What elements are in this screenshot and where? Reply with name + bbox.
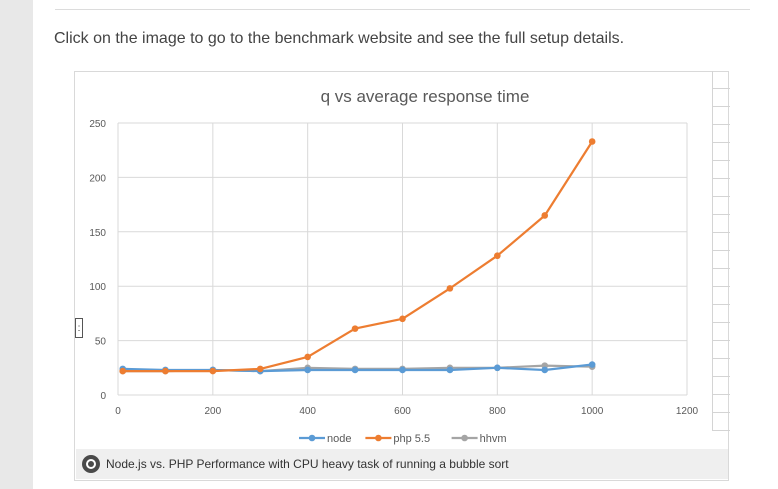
data-point: [162, 367, 169, 375]
y-tick-label: 0: [100, 391, 106, 402]
data-point: [588, 138, 596, 145]
intro-text: Click on the image to go to the benchmar…: [54, 30, 625, 47]
data-point: [494, 364, 501, 372]
legend-swatch-marker: [308, 434, 316, 442]
series-line-php-5-5: [122, 140, 594, 373]
section-divider: [55, 9, 750, 10]
x-tick-label: 1200: [676, 406, 699, 417]
legend-swatch-marker: [461, 434, 468, 442]
caption-text: Node.js vs. PHP Performance with CPU hea…: [106, 457, 509, 471]
legend-label: hhvm: [480, 433, 507, 445]
camera-icon: [82, 455, 100, 473]
data-point: [304, 353, 311, 361]
data-point: [119, 367, 127, 375]
legend-label: php 5.5: [393, 433, 430, 445]
x-tick-label: 1000: [581, 406, 604, 417]
data-point: [256, 365, 264, 373]
data-point: [541, 212, 549, 219]
line-chart: q vs average response time 0 50 100 150 200 2…: [89, 87, 699, 445]
resize-handle: :: [75, 318, 83, 338]
benchmark-chart-link[interactable]: q vs average response time 0 50 100 150 200 2…: [74, 71, 729, 481]
chart-title: q vs average response time: [321, 87, 530, 106]
x-tick-label: 800: [489, 406, 506, 417]
data-point: [399, 315, 406, 323]
y-tick-label: 150: [89, 228, 106, 239]
y-tick-label: 250: [89, 119, 106, 130]
data-point: [209, 367, 217, 375]
data-point: [541, 366, 549, 374]
data-point: [446, 285, 454, 292]
data-point: [351, 325, 359, 332]
x-tick-label: 600: [394, 406, 411, 417]
y-tick-label: 100: [89, 282, 106, 293]
spreadsheet-edge: [712, 71, 730, 441]
data-point: [351, 366, 359, 374]
x-tick-label: 0: [115, 406, 121, 417]
legend-label: node: [327, 433, 351, 445]
data-point: [446, 366, 454, 374]
x-tick-label: 200: [204, 406, 221, 417]
legend-swatch-marker: [375, 434, 382, 442]
x-tick-label: 400: [299, 406, 316, 417]
data-point: [494, 252, 501, 260]
image-caption: Node.js vs. PHP Performance with CPU hea…: [76, 449, 728, 479]
data-point: [588, 361, 596, 368]
y-tick-label: 200: [89, 173, 106, 184]
data-point: [399, 366, 406, 374]
data-point: [304, 366, 311, 374]
y-tick-label: 50: [95, 337, 107, 348]
